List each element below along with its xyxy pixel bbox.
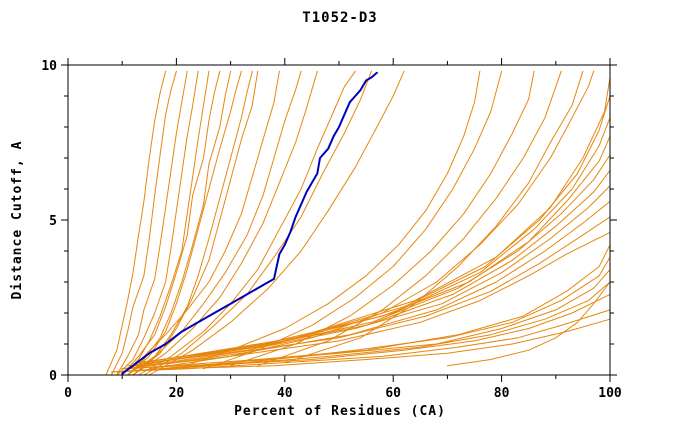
prediction-line: [116, 281, 611, 373]
prediction-line: [116, 70, 199, 376]
prediction-line: [148, 70, 405, 376]
highlighted-line: [121, 71, 378, 375]
x-tick-label: 20: [169, 386, 185, 401]
prediction-line: [138, 70, 356, 376]
prediction-line: [203, 70, 503, 370]
prediction-line: [127, 200, 611, 370]
y-axis-label: Distance Cutoff, A: [10, 140, 25, 300]
prediction-line: [116, 70, 188, 376]
chart-title: T1052-D3: [302, 10, 378, 26]
prediction-line: [132, 70, 318, 376]
x-tick-label: 60: [385, 386, 401, 401]
y-tick-label: 10: [41, 59, 57, 74]
prediction-line: [110, 70, 177, 376]
prediction-line: [132, 70, 253, 376]
prediction-line: [127, 244, 611, 370]
x-tick-label: 80: [494, 386, 510, 401]
prediction-line: [121, 231, 611, 370]
prediction-line: [143, 76, 611, 364]
prediction-line: [138, 135, 611, 367]
prediction-line: [257, 70, 562, 367]
prediction-line: [121, 269, 611, 373]
prediction-line: [127, 70, 302, 376]
prediction-line: [105, 70, 167, 376]
y-tick-label: 0: [49, 369, 57, 384]
x-tick-label: 100: [598, 386, 622, 401]
x-tick-label: 0: [64, 386, 72, 401]
x-axis-label: Percent of Residues (CA): [234, 404, 446, 419]
prediction-line: [127, 185, 611, 367]
prediction-line: [446, 281, 611, 367]
prediction-line: [148, 70, 595, 370]
prediction-line: [121, 70, 280, 376]
prediction-line: [121, 256, 611, 370]
prediction-line: [175, 70, 481, 370]
prediction-line: [121, 216, 611, 370]
prediction-line: [121, 70, 221, 376]
x-tick-label: 40: [277, 386, 293, 401]
prediction-line: [110, 318, 611, 373]
y-tick-label: 5: [49, 214, 57, 229]
prediction-line: [138, 117, 611, 364]
